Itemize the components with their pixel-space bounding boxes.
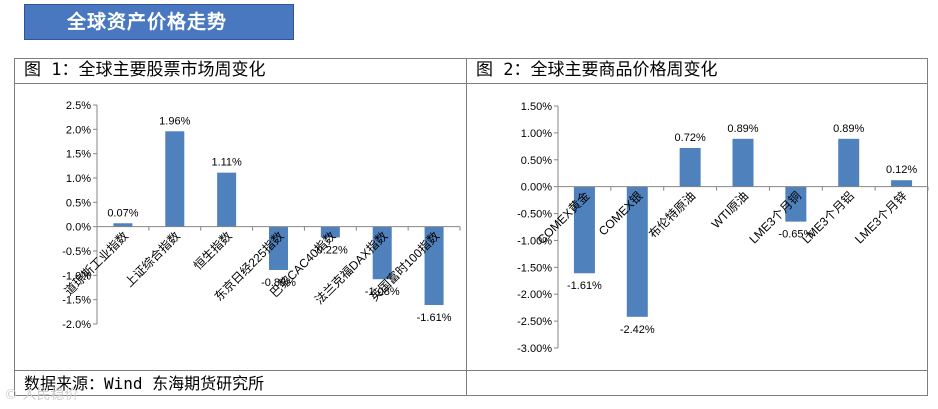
data-label: -2.42% <box>620 324 655 336</box>
data-label: 0.07% <box>107 207 138 219</box>
data-label: 0.89% <box>833 123 864 135</box>
chart1-title: 图 1：全球主要股票市场周变化 <box>24 60 266 80</box>
data-label: -0.65% <box>778 229 813 241</box>
y-tick-label: -2.50% <box>517 316 552 328</box>
data-label: 0.72% <box>675 132 706 144</box>
data-label: -1.61% <box>567 280 602 292</box>
y-tick-label: 0.0% <box>66 222 91 234</box>
data-label: 0.12% <box>886 164 917 176</box>
charts-frame <box>14 58 928 396</box>
y-tick-label: 0.00% <box>521 182 552 194</box>
bar <box>113 223 133 227</box>
footer-divider <box>14 370 928 371</box>
bar <box>217 172 237 227</box>
y-tick-label: 0.50% <box>521 155 552 167</box>
column-divider <box>466 58 467 396</box>
header-divider <box>14 83 928 84</box>
y-tick-label: -2.00% <box>517 289 552 301</box>
bar <box>320 226 340 238</box>
category-label: WTI原油 <box>709 189 751 231</box>
watermark: © 人民稳价 <box>4 387 79 403</box>
bar <box>573 186 595 274</box>
category-label: 布伦特原油 <box>645 188 698 241</box>
y-tick-label: 1.0% <box>66 173 91 185</box>
y-tick-label: 0.5% <box>66 197 91 209</box>
bar <box>732 138 754 187</box>
source-note: 数据来源：Wind 东海期货研究所 <box>24 374 265 393</box>
y-tick-label: -1.50% <box>517 262 552 274</box>
bar <box>838 138 860 187</box>
bar <box>891 180 913 187</box>
y-tick-label: -2.0% <box>62 319 91 331</box>
bar <box>679 147 701 187</box>
section-banner: 全球资产价格走势 <box>24 4 294 40</box>
bar <box>269 226 288 270</box>
bar <box>372 226 392 280</box>
data-label: -1.61% <box>417 312 452 324</box>
y-tick-label: 2.0% <box>66 124 91 136</box>
y-tick-label: 1.00% <box>521 128 552 140</box>
category-label: LME3个月锌 <box>852 189 910 247</box>
bar <box>785 186 807 222</box>
y-tick-label: -1.5% <box>62 295 91 307</box>
data-label: -0.22% <box>313 244 348 256</box>
y-tick-label: -0.50% <box>517 209 552 221</box>
data-label: 1.11% <box>211 157 242 169</box>
y-tick-label: -0.5% <box>62 246 91 258</box>
chart2-title: 图 2：全球主要商品价格周变化 <box>476 60 718 80</box>
y-tick-label: 1.50% <box>521 101 552 113</box>
bar <box>424 226 444 306</box>
y-tick-label: 1.5% <box>66 149 91 161</box>
data-label: 0.89% <box>727 123 758 135</box>
data-label: -0.89% <box>261 277 296 289</box>
y-tick-label: -1.0% <box>62 270 91 282</box>
y-tick-label: 2.5% <box>66 100 91 112</box>
data-label: 1.96% <box>159 115 190 127</box>
y-tick-label: -3.00% <box>517 343 552 355</box>
bar <box>165 131 185 227</box>
data-label: -1.08% <box>365 286 400 298</box>
y-tick-label: -1.00% <box>517 235 552 247</box>
bar <box>626 186 648 317</box>
